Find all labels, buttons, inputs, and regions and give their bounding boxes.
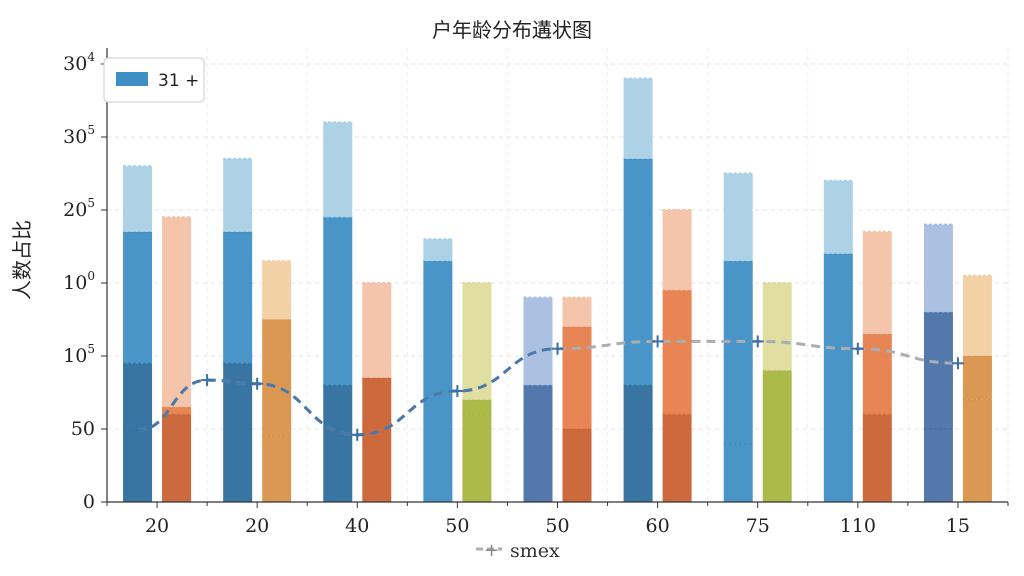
- bar-segment: [462, 399, 492, 415]
- bottom-legend-marker: +: [484, 540, 499, 561]
- bar-segment: [462, 414, 492, 502]
- bar-segment: [523, 297, 553, 386]
- y-tick-label: 305: [63, 123, 95, 148]
- bar-segment: [262, 261, 292, 320]
- bar-segment: [762, 283, 792, 371]
- y-tick-label: 205: [63, 196, 95, 221]
- legend: 31 +: [103, 57, 205, 103]
- x-tick-label: 20: [145, 515, 169, 537]
- bar-segment: [662, 290, 692, 415]
- bar-segment: [162, 407, 192, 415]
- bar-segment: [923, 429, 953, 502]
- x-tick-label: 40: [345, 515, 369, 537]
- bar-segment: [362, 377, 392, 502]
- bar-segment: [862, 334, 892, 415]
- bar-segment: [623, 158, 653, 386]
- bar-segment: [562, 429, 592, 502]
- x-tick-label: 15: [946, 515, 970, 537]
- bar-segment: [223, 158, 253, 232]
- trend-line: [131, 335, 964, 441]
- bar-segment: [862, 414, 892, 502]
- bar-segment: [562, 326, 592, 429]
- y-tick-label: 105: [63, 342, 95, 367]
- bar-segment: [623, 78, 653, 159]
- bar-segment: [623, 385, 653, 502]
- bar-segment: [723, 261, 753, 444]
- bar-segment: [223, 231, 253, 364]
- x-tick-label: 20: [245, 515, 269, 537]
- x-tick-label: 60: [646, 515, 670, 537]
- y-tick-label: 0: [83, 491, 95, 513]
- bar-segment: [923, 312, 953, 429]
- bar-segment: [723, 173, 753, 262]
- bar-segment: [262, 436, 292, 502]
- y-tick-label: 50: [71, 418, 95, 440]
- chart-title: 户年龄分布遘状图: [432, 18, 592, 42]
- bar-segment: [323, 217, 353, 386]
- bar-segment: [662, 414, 692, 502]
- x-tick-label: 50: [445, 515, 469, 537]
- legend-label: 31 +: [158, 71, 199, 91]
- bar-segment: [723, 443, 753, 502]
- bar-segment: [462, 283, 492, 400]
- bar-segment: [762, 370, 792, 502]
- axes: [101, 48, 1009, 508]
- bar-segment: [962, 399, 992, 502]
- bar-segment: [662, 210, 692, 291]
- y-tick-label: 100: [63, 269, 95, 294]
- bar-segment: [162, 217, 192, 408]
- bar-segment: [523, 385, 553, 502]
- bar-segment: [223, 363, 253, 502]
- tick-labels: 0 50 105 100 205 305 304 20 20 40 50 50 60 75 110 15: [63, 50, 970, 537]
- bar-segment: [323, 385, 353, 502]
- legend-swatch: [116, 72, 148, 86]
- bar-segment: [423, 239, 453, 262]
- bar-segment: [262, 319, 292, 437]
- bar-segment: [423, 261, 453, 502]
- bar-segment: [962, 356, 992, 400]
- bar-segment: [823, 253, 853, 502]
- bottom-legend: + smex: [476, 540, 560, 562]
- bar-segment: [862, 231, 892, 335]
- x-tick-label: 110: [840, 515, 876, 537]
- bar-segment: [923, 224, 953, 313]
- bar-segment: [823, 180, 853, 254]
- trend-line-path-blue: [136, 347, 558, 437]
- y-tick-label: 304: [63, 50, 95, 75]
- bar-segment: [162, 414, 192, 502]
- bar-segment: [123, 166, 153, 232]
- bar-segment: [123, 231, 153, 364]
- bar-segment: [362, 283, 392, 378]
- bar-segment: [962, 275, 992, 356]
- x-tick-label: 50: [545, 515, 569, 537]
- bar-segment: [323, 122, 353, 218]
- legend-box: [103, 57, 205, 103]
- bars: [123, 77, 992, 502]
- bottom-legend-label: smex: [510, 540, 560, 562]
- bar-segment: [562, 297, 592, 327]
- x-tick-label: 75: [746, 515, 770, 537]
